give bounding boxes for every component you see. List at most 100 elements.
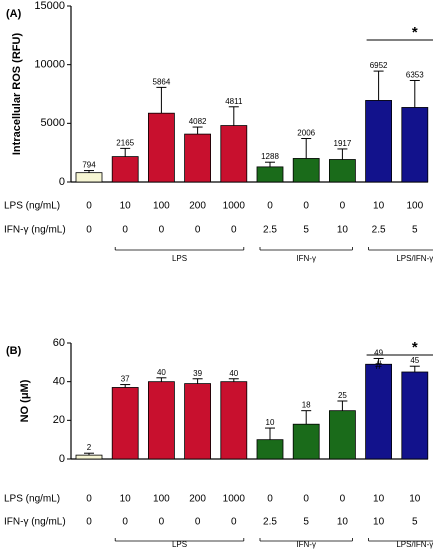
- panel-a-bar: [365, 100, 393, 183]
- panel-b-group-label: LPS/IFN-γ: [396, 540, 433, 549]
- panel-b-lps-value: 200: [189, 494, 206, 505]
- panel-b-ifn-value: 5: [412, 517, 418, 528]
- panel-a-data-label: 1917: [334, 139, 352, 148]
- panel-b-ifn-value: 5: [303, 517, 309, 528]
- panel-a-data-label: 4811: [225, 97, 243, 106]
- panel-a-data-label: 2165: [116, 138, 134, 147]
- panel-b-lps-value: 100: [153, 494, 170, 505]
- panel-a-group-label: IFN-γ: [296, 254, 316, 263]
- panel-a-lps-value: 0: [303, 201, 309, 212]
- panel-b-bar: [256, 439, 284, 460]
- panel-a-ifn-value: 0: [159, 225, 165, 236]
- panel-b-lps-value: 10: [409, 494, 421, 505]
- panel-a-lps-value: 100: [406, 201, 423, 212]
- panel-a-bar: [75, 172, 103, 183]
- panel-a-bar: [292, 158, 320, 183]
- panel-b-bar: [75, 454, 103, 460]
- panel-b-bar: [328, 410, 356, 460]
- panel-a-data-label: 4082: [189, 117, 207, 126]
- panel-b-ifn-value: 0: [122, 517, 128, 528]
- panel-a-lps-value: 1000: [223, 201, 246, 212]
- panel-a-ifn-value: 0: [231, 225, 237, 236]
- panel-b-ifn-value: 10: [373, 517, 385, 528]
- panel-a-y-tick-label: 15000: [34, 0, 65, 12]
- panel-b-y-tick-label: 20: [53, 414, 65, 426]
- panel-a-data-label: 794: [82, 161, 96, 170]
- panel-a-label: (A): [6, 8, 22, 20]
- panel-b-data-label: 40: [157, 368, 166, 377]
- panel-b-bar: [401, 371, 429, 460]
- panel-b-marker: #: [375, 358, 382, 372]
- panel-a-lps-value: 100: [153, 201, 170, 212]
- panel-b-data-label: 2: [87, 443, 92, 452]
- panel-a-lps-value: 10: [373, 201, 385, 212]
- panel-a-significance-star: *: [412, 24, 418, 41]
- panel-a-ifn-value: 10: [337, 225, 349, 236]
- panel-a-lps-value: 10: [120, 201, 132, 212]
- panel-a-y-axis-title: Intracellular ROS (RFU): [11, 33, 23, 156]
- panel-b-ifn-value: 0: [159, 517, 165, 528]
- panel-b-data-label: 40: [229, 369, 238, 378]
- panel-b-lps-value: 10: [373, 494, 385, 505]
- panel-a-ifn-row-label: IFN-γ (ng/mL): [4, 225, 66, 236]
- panel-a-lps-value: 0: [340, 201, 346, 212]
- panel-b-y-tick-label: 0: [59, 453, 65, 465]
- panel-a-lps-value: 0: [267, 201, 273, 212]
- panel-a-lps-value: 0: [86, 201, 92, 212]
- panel-a-y-tick-label: 10000: [34, 59, 65, 71]
- panel-a-bar: [111, 156, 139, 183]
- panel-a-data-label: 2006: [297, 129, 315, 138]
- panel-b-data-label: 37: [121, 375, 130, 384]
- panel-b-data-label: 25: [338, 391, 347, 400]
- panel-b-group-label: LPS: [172, 540, 187, 549]
- panel-b-lps-value: 0: [86, 494, 92, 505]
- panel-b-lps-value: 0: [267, 494, 273, 505]
- panel-b-y-tick-label: 40: [53, 376, 65, 388]
- panel-a-y-tick-label: 5000: [41, 117, 65, 129]
- panel-a-bar: [220, 125, 248, 183]
- panel-b-data-label: 39: [193, 369, 202, 378]
- panel-b-ifn-row-label: IFN-γ (ng/mL): [4, 517, 66, 528]
- panel-b-bar: [184, 383, 212, 460]
- panel-b-data-label: 10: [266, 418, 275, 427]
- panel-a-lps-value: 200: [189, 201, 206, 212]
- panel-b-data-label: 18: [302, 401, 311, 410]
- panel-a-ifn-value: 2.5: [263, 225, 277, 236]
- panel-b-ifn-value: 0: [231, 517, 237, 528]
- panel-a-ifn-value: 2.5: [372, 225, 386, 236]
- panel-b-label: (B): [6, 345, 22, 357]
- panel-b-lps-value: 1000: [223, 494, 246, 505]
- panel-a-ifn-value: 0: [195, 225, 201, 236]
- panel-b-lps-value: 0: [340, 494, 346, 505]
- panel-b-bar: [147, 381, 175, 460]
- panel-a-lps-row-label: LPS (ng/mL): [4, 201, 60, 212]
- panel-b-bar: [220, 381, 248, 460]
- panel-a-ifn-value: 5: [412, 225, 418, 236]
- panel-a-group-label: LPS: [172, 254, 187, 263]
- panel-b-significance-star: *: [412, 339, 418, 356]
- panel-a-data-label: 1288: [261, 152, 279, 161]
- panel-b-ifn-value: 10: [337, 517, 349, 528]
- panel-b-data-label: 45: [410, 356, 419, 365]
- panel-b-lps-row-label: LPS (ng/mL): [4, 494, 60, 505]
- panel-a-ifn-value: 0: [86, 225, 92, 236]
- panel-a-data-label: 6353: [406, 70, 424, 79]
- panel-b-lps-value: 10: [120, 494, 132, 505]
- panel-b-ifn-value: 0: [86, 517, 92, 528]
- panel-a-ifn-value: 5: [303, 225, 309, 236]
- panel-b-bar: [365, 363, 393, 460]
- panel-a-group-label: LPS/IFN-γ: [396, 254, 433, 263]
- panel-b-group-label: IFN-γ: [296, 540, 316, 549]
- panel-b-y-axis-title: NO (μM): [19, 379, 31, 422]
- panel-b-ifn-value: 2.5: [263, 517, 277, 528]
- panel-a-data-label: 6952: [370, 61, 388, 70]
- panel-a-data-label: 5864: [153, 77, 171, 86]
- panel-a-bar: [184, 133, 212, 183]
- panel-a-y-tick-label: 0: [59, 176, 65, 188]
- panel-a-bar: [256, 166, 284, 183]
- panel-b-data-label: 49: [374, 348, 383, 357]
- panel-b-lps-value: 0: [303, 494, 309, 505]
- panel-b-ifn-value: 0: [195, 517, 201, 528]
- panel-a-bar: [328, 159, 356, 183]
